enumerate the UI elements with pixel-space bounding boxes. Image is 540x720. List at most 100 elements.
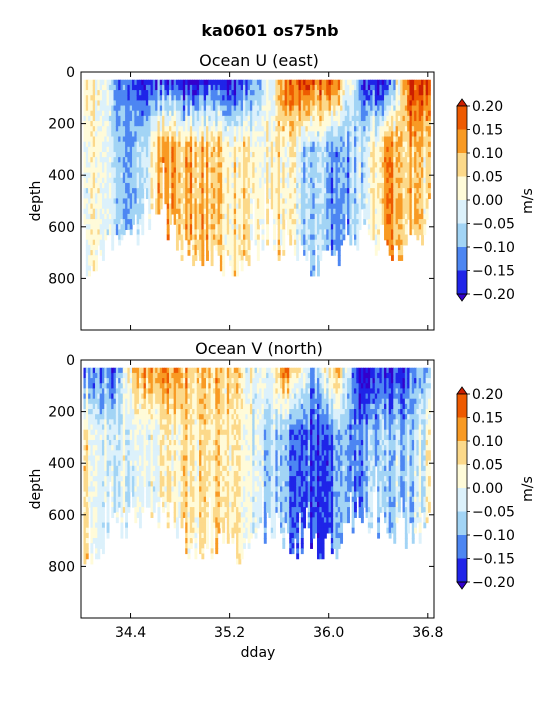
heatmap-cell	[358, 167, 362, 174]
heatmap-cell	[208, 188, 212, 194]
heatmap-cell	[421, 157, 424, 163]
heatmap-cell	[212, 188, 216, 194]
heatmap-cell	[291, 110, 295, 117]
heatmap-cell	[365, 146, 369, 153]
heatmap-cell	[159, 121, 163, 127]
heatmap-cell	[134, 157, 138, 163]
heatmap-cell	[233, 172, 237, 179]
heatmap-cell	[418, 105, 422, 112]
heatmap-cell	[236, 157, 239, 163]
heatmap-cell	[217, 84, 221, 91]
heatmap-cell	[215, 213, 219, 220]
heatmap-cell	[293, 182, 297, 189]
heatmap-cell	[88, 481, 92, 488]
heatmap-cell	[266, 141, 270, 148]
heatmap-cell	[427, 151, 431, 158]
heatmap-cell	[386, 208, 390, 215]
heatmap-cell	[182, 177, 186, 184]
heatmap-cell	[238, 146, 242, 153]
heatmap-cell	[203, 136, 207, 143]
heatmap-cell	[414, 198, 418, 205]
heatmap-cell	[229, 188, 233, 194]
heatmap-cell	[208, 182, 212, 189]
heatmap-cell	[90, 157, 94, 163]
heatmap-cell	[347, 95, 350, 101]
heatmap-cell	[245, 224, 249, 230]
heatmap-cell	[138, 121, 142, 127]
heatmap-cell	[411, 151, 415, 158]
heatmap-cell	[254, 172, 258, 179]
heatmap-cell	[222, 172, 226, 179]
heatmap-cell	[231, 244, 235, 251]
heatmap-cell	[416, 110, 420, 117]
heatmap-cell	[284, 167, 288, 174]
heatmap-cell	[238, 90, 242, 96]
heatmap-cell	[210, 79, 214, 86]
heatmap-cell	[141, 219, 145, 225]
heatmap-cell	[90, 460, 94, 467]
heatmap-cell	[194, 95, 198, 101]
heatmap-cell	[113, 172, 117, 179]
heatmap-cell	[358, 131, 362, 138]
heatmap-cell	[273, 100, 276, 107]
heatmap-cell	[289, 203, 293, 210]
heatmap-cell	[356, 131, 360, 138]
heatmap-cell	[115, 84, 119, 91]
heatmap-cell	[370, 146, 374, 153]
heatmap-cell	[155, 90, 159, 96]
heatmap-cell	[333, 203, 337, 210]
heatmap-cell	[298, 219, 302, 225]
heatmap-cell	[342, 115, 346, 122]
heatmap-cell	[141, 172, 145, 179]
heatmap-cell	[363, 193, 367, 200]
heatmap-cell	[136, 219, 140, 225]
heatmap-cell	[393, 229, 397, 236]
heatmap-cell	[286, 84, 290, 91]
heatmap-cell	[356, 100, 360, 107]
heatmap-cell	[196, 136, 200, 143]
heatmap-cell	[238, 224, 242, 230]
heatmap-cell	[162, 79, 165, 86]
heatmap-cell	[303, 105, 307, 112]
heatmap-cell	[259, 84, 263, 91]
heatmap-cell	[395, 146, 399, 153]
heatmap-cell	[328, 193, 332, 200]
heatmap-cell	[201, 188, 205, 194]
heatmap-cell	[277, 131, 281, 138]
heatmap-cell	[395, 188, 399, 194]
heatmap-cell	[155, 188, 159, 194]
heatmap-cell	[421, 90, 424, 96]
heatmap-cell	[342, 84, 346, 91]
heatmap-cell	[381, 177, 385, 184]
heatmap-cell	[101, 213, 105, 220]
heatmap-cell	[243, 219, 246, 225]
heatmap-cell	[210, 167, 214, 174]
panel-u-frame	[80, 71, 435, 331]
heatmap-cell	[208, 136, 212, 143]
heatmap-cell	[178, 182, 182, 189]
heatmap-cell	[280, 219, 283, 225]
heatmap-cell	[226, 167, 230, 174]
heatmap-cell	[171, 136, 175, 143]
heatmap-cell	[111, 131, 115, 138]
heatmap-cell	[185, 219, 189, 225]
heatmap-cell	[337, 131, 341, 138]
heatmap-cell	[210, 90, 214, 96]
colorbar-tick-label: −0.05	[472, 217, 515, 233]
heatmap-cell	[254, 126, 258, 132]
heatmap-cell	[416, 126, 420, 132]
heatmap-cell	[356, 151, 360, 158]
heatmap-cell	[136, 95, 140, 101]
heatmap-cell	[337, 84, 341, 91]
heatmap-cell	[319, 110, 323, 117]
heatmap-cell	[337, 188, 341, 194]
heatmap-cell	[326, 167, 330, 174]
heatmap-cell	[187, 224, 191, 230]
heatmap-cell	[224, 105, 228, 112]
heatmap-cell	[159, 172, 163, 179]
heatmap-cell	[388, 172, 392, 179]
heatmap-cell	[189, 105, 193, 112]
heatmap-cell	[298, 115, 302, 122]
heatmap-cell	[125, 224, 128, 230]
heatmap-cell	[374, 151, 378, 158]
